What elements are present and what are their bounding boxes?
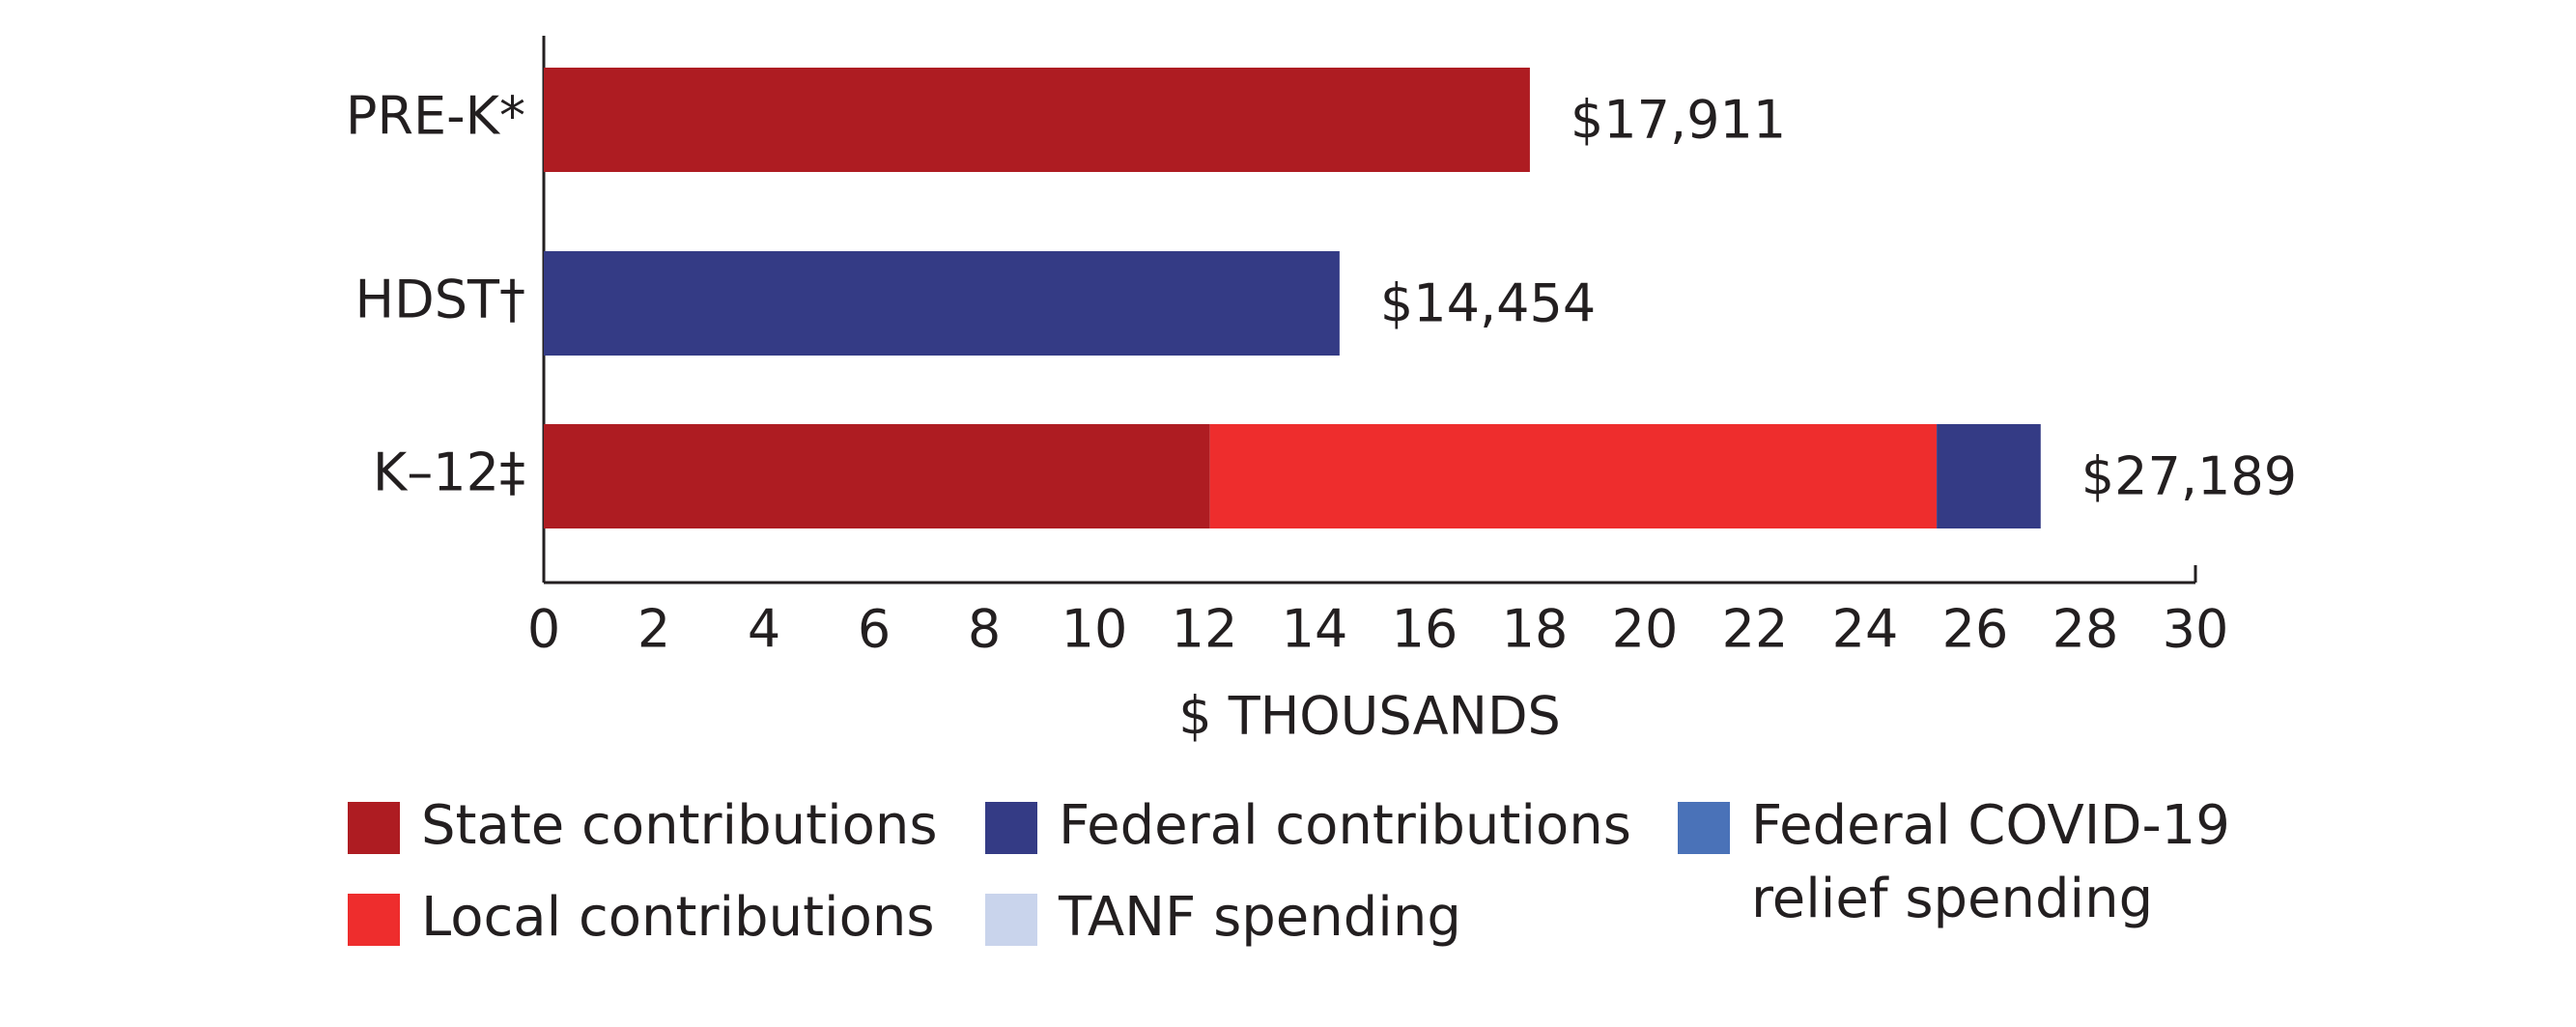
legend-label: State contributions [421, 794, 938, 857]
x-tick-label: 28 [2052, 599, 2119, 660]
total-label: $14,454 [1380, 273, 1596, 334]
legend-label: Local contributions [421, 886, 935, 949]
x-tick-label: 14 [1282, 599, 1348, 660]
total-label: $27,189 [2081, 446, 2297, 507]
legend-label: TANF spending [1059, 886, 1461, 949]
x-tick-label: 16 [1392, 599, 1458, 660]
x-tick-label: 12 [1172, 599, 1238, 660]
legend-swatch [1678, 802, 1730, 854]
legend-swatch [348, 894, 400, 946]
x-tick-label: 4 [748, 599, 780, 660]
x-tick-label: 6 [858, 599, 891, 660]
legend-label: Federal contributions [1059, 794, 1631, 857]
x-tick-label: 8 [968, 599, 1001, 660]
x-tick-label: 2 [637, 599, 670, 660]
legend-label: Federal COVID-19 relief spending [1751, 794, 2230, 930]
category-label: PRE-K* [346, 86, 525, 147]
x-tick-label: 10 [1062, 599, 1128, 660]
category-label: K–12‡ [373, 442, 525, 503]
x-axis-title: $ THOUSANDS [1178, 686, 1561, 747]
legend-swatch [348, 802, 400, 854]
legend-swatch [985, 802, 1037, 854]
bar-segment [544, 424, 1210, 528]
x-tick-label: 26 [1942, 599, 2009, 660]
total-label: $17,911 [1571, 90, 1786, 151]
x-tick-label: 22 [1722, 599, 1789, 660]
x-tick-label: 20 [1612, 599, 1679, 660]
x-tick-label: 24 [1832, 599, 1899, 660]
bar-segment [544, 251, 1340, 356]
x-tick-label: 0 [527, 599, 560, 660]
x-tick-label: 18 [1502, 599, 1569, 660]
bar-segment [544, 68, 1530, 172]
x-tick-label: 30 [2163, 599, 2229, 660]
category-label: HDST† [355, 270, 525, 330]
legend-swatch [985, 894, 1037, 946]
bar-segment [1937, 424, 2041, 528]
bar-segment [1209, 424, 1938, 528]
